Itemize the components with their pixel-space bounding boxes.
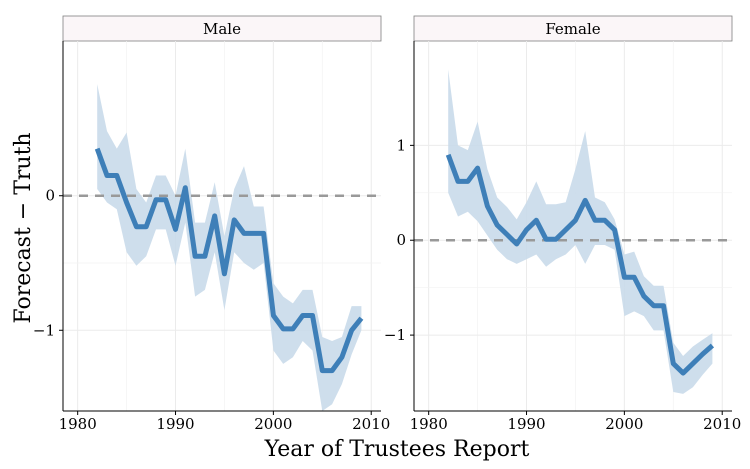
x-tick-label: 1980	[410, 415, 448, 433]
confidence-band	[448, 69, 713, 394]
y-tick-label: 0	[45, 187, 55, 205]
x-axis-title: Year of Trustees Report	[264, 437, 530, 462]
panel-male: Male 1980 1990 2000 2010 −1 0	[33, 15, 390, 433]
x-tick-label: 2010	[352, 415, 390, 433]
x-tick-label: 1990	[156, 415, 194, 433]
y-tick-label: 0	[396, 231, 406, 249]
series-line	[94, 147, 364, 374]
series-line	[445, 153, 715, 376]
y-tick-label: −1	[384, 326, 406, 344]
strip-label: Female	[545, 20, 600, 38]
strip-background	[62, 15, 382, 42]
panel-female: Female 1980 1990 2000 2010 −1 0 1	[384, 15, 741, 433]
strip-background	[413, 15, 733, 42]
y-axis-title: Forecast − Truth	[11, 132, 36, 323]
strip-label: Male	[203, 20, 241, 38]
x-tick-label: 2010	[703, 415, 741, 433]
x-tick-label: 2000	[254, 415, 292, 433]
x-tick-label: 1990	[507, 415, 545, 433]
x-tick-label: 1980	[59, 415, 97, 433]
y-tick-label: −1	[33, 321, 55, 339]
x-tick-label: 2000	[605, 415, 643, 433]
y-tick-label: 1	[396, 136, 406, 154]
panels: Male 1980 1990 2000 2010 −1 0 Female 1980 1990 200…	[33, 15, 741, 433]
